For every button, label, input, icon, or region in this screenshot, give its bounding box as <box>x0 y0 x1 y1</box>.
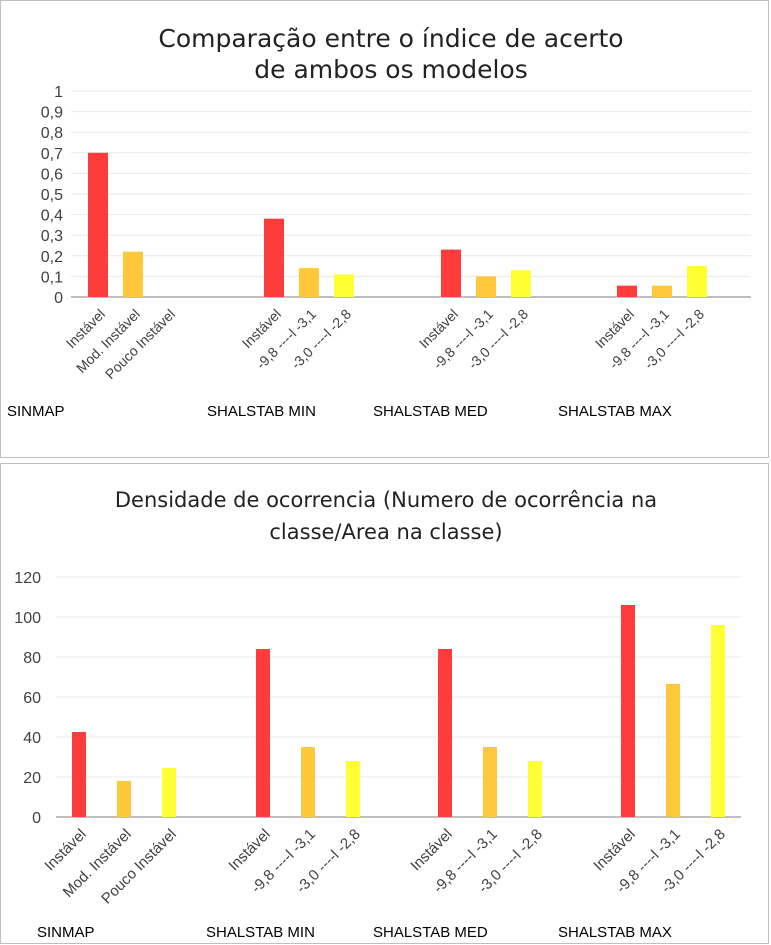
bar <box>301 747 315 817</box>
y-tick-label: 60 <box>23 690 41 707</box>
chart-panel-density: Densidade de ocorrencia (Numero de ocorr… <box>0 463 769 944</box>
bar <box>264 218 284 297</box>
group-label: SHALSTAB MIN <box>206 924 315 941</box>
y-tick-label: 120 <box>14 570 41 587</box>
group-label: SHALSTAB MED <box>373 924 488 941</box>
y-tick-label: 0,7 <box>41 146 63 163</box>
bar <box>72 732 86 817</box>
bar <box>483 747 497 817</box>
bar <box>511 270 531 297</box>
bar <box>438 649 452 817</box>
y-tick-label: 0,9 <box>41 105 63 122</box>
bar <box>687 266 707 297</box>
y-tick-label: 0,2 <box>41 249 63 266</box>
chart-title-line1: Comparação entre o índice de acerto <box>158 24 623 53</box>
group-label: SHALSTAB MED <box>373 403 488 420</box>
chart-panel-accuracy: Comparação entre o índice de acerto de a… <box>0 0 769 458</box>
y-tick-label: 0,8 <box>41 125 63 142</box>
y-tick-label: 0,4 <box>41 208 63 225</box>
y-tick-label: 100 <box>14 610 41 627</box>
bar <box>334 274 354 297</box>
bar <box>88 152 108 297</box>
bar <box>162 768 176 817</box>
chart-accuracy: Comparação entre o índice de acerto de a… <box>7 24 751 420</box>
y-tick-label: 0 <box>32 810 41 827</box>
y-tick-label: 40 <box>23 730 41 747</box>
group-label: SINMAP <box>37 924 95 941</box>
bar <box>117 781 131 817</box>
y-tick-label: 0,5 <box>41 187 63 204</box>
bar <box>476 276 496 297</box>
bar <box>123 251 143 297</box>
bar <box>299 268 319 297</box>
chart-title-line2: classe/Area na classe) <box>269 520 502 544</box>
y-tick-label: 0,1 <box>41 269 63 286</box>
bar <box>346 761 360 817</box>
y-tick-label: 0,6 <box>41 166 63 183</box>
y-tick-label: 0 <box>54 290 63 307</box>
bar <box>617 285 637 297</box>
chart-density: Densidade de ocorrencia (Numero de ocorr… <box>14 488 741 941</box>
bar <box>441 249 461 297</box>
chart-title-line2: de ambos os modelos <box>254 55 527 84</box>
bar <box>711 625 725 817</box>
bar <box>621 605 635 817</box>
y-tick-label: 1 <box>54 84 63 101</box>
group-label: SINMAP <box>7 403 65 420</box>
group-label: SHALSTAB MIN <box>207 403 316 420</box>
y-tick-label: 0,3 <box>41 228 63 245</box>
bar <box>652 285 672 297</box>
chart-title-line1: Densidade de ocorrencia (Numero de ocorr… <box>115 488 657 512</box>
group-label: SHALSTAB MAX <box>558 403 672 420</box>
bar <box>528 761 542 817</box>
bar <box>666 684 680 817</box>
y-tick-label: 20 <box>23 770 41 787</box>
bar <box>256 649 270 817</box>
y-tick-label: 80 <box>23 650 41 667</box>
group-label: SHALSTAB MAX <box>558 924 672 941</box>
